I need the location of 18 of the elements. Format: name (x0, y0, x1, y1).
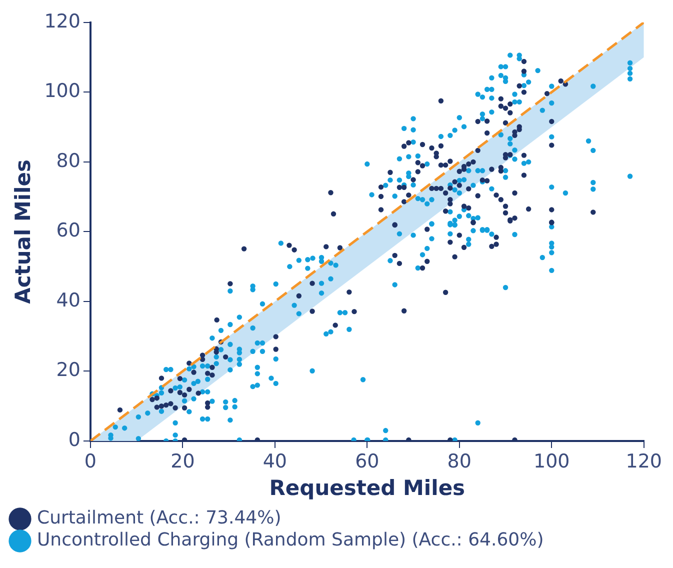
x-tick-label: 20 (170, 450, 195, 472)
y-tick-label: 20 (56, 359, 80, 382)
y-tick-label: 40 (56, 289, 80, 312)
y-tick-label: 80 (56, 150, 80, 172)
x-tick-label: 80 (447, 450, 472, 472)
y-axis-title: Actual Miles (11, 159, 36, 304)
y-tick-label: 100 (44, 80, 80, 102)
legend-label: Uncontrolled Charging (Random Sample) (Acc.: 64.60%) (37, 530, 544, 551)
x-tick-label: 120 (626, 450, 662, 472)
x-tick-label: 100 (534, 450, 570, 472)
y-tick-label: 0 (68, 428, 80, 451)
x-tick-label: 40 (262, 450, 288, 472)
y-tick-label: 60 (56, 220, 80, 242)
x-tick-label: 60 (355, 450, 380, 472)
x-axis-title: Requested Miles (269, 476, 466, 500)
y-tick-label: 120 (44, 10, 80, 32)
legend-label: Curtailment (Acc.: 73.44%) (37, 508, 282, 529)
x-tick-label: 0 (84, 450, 97, 472)
